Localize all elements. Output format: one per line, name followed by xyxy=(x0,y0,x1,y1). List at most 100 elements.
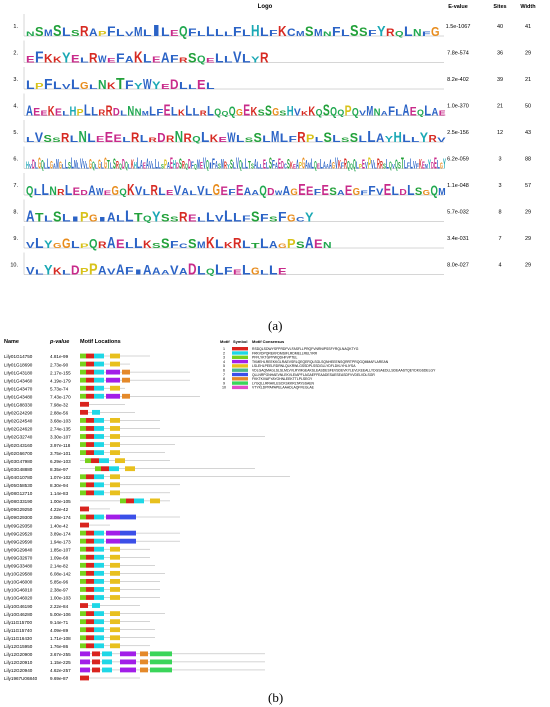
logo-letter: S xyxy=(245,138,253,144)
logo-letter: S xyxy=(44,134,53,145)
logo-letter: L xyxy=(89,85,98,91)
logo-letter: R xyxy=(179,209,188,225)
gene-pvalue: 2.17e-155 xyxy=(50,370,71,375)
motif-number: 1. xyxy=(13,24,18,30)
logo-letter: G xyxy=(290,187,297,197)
logo-letter: L xyxy=(188,85,197,91)
logo-letter: L xyxy=(189,191,197,197)
legend-symbol xyxy=(232,364,248,368)
logo-letter: T xyxy=(248,160,251,172)
logo-letter: A xyxy=(244,186,251,198)
logo-letter: G xyxy=(213,182,220,199)
logo-letter: L xyxy=(374,162,377,171)
logo-letter: A xyxy=(89,27,98,39)
logo-letter: G xyxy=(80,81,89,92)
logo-letter: H xyxy=(26,161,29,172)
gene-name: Lily11G15740 xyxy=(4,628,32,633)
gene-name: Lily04G10780 xyxy=(4,475,33,480)
motif-2-block xyxy=(134,498,144,504)
logo-letter: V xyxy=(62,84,71,91)
motif-evalue: 3.4e-031 xyxy=(447,236,469,242)
motif-1-block xyxy=(86,426,94,431)
motif-5-block xyxy=(115,458,125,464)
motif-sites: 7 xyxy=(498,236,501,242)
logo-letter: A xyxy=(305,235,314,252)
logo-letter: Q xyxy=(330,105,337,119)
gene-name: Lily10G46020 xyxy=(4,596,33,601)
logo-letter: R xyxy=(57,188,65,197)
legend-consensus: TKMEHLREEKKGLRAEVSRLQEQERQLSGLSQNHEEENSQ… xyxy=(252,360,389,364)
motif-1-block xyxy=(80,409,88,415)
gene-name: Lily09G29350 xyxy=(4,523,33,528)
logo-letter: F xyxy=(242,215,251,224)
width-header: Width xyxy=(520,4,536,10)
logo-letter: L xyxy=(402,133,411,145)
motif-logo-row: 10. V L Y K L D P P A V A F I A A A V A D L Q L F E L G L L E8.0e-027… xyxy=(10,252,531,279)
motif-3-block xyxy=(80,393,86,399)
gene-pvalue: 9.14e-71 xyxy=(50,620,69,625)
logo-letter: E xyxy=(197,77,206,92)
logo-letter: Y xyxy=(134,82,144,91)
logo-letter: L xyxy=(206,23,215,39)
logo-letter: F xyxy=(368,29,377,38)
logo-letter: G xyxy=(272,107,279,119)
logo-letter: F xyxy=(332,24,341,39)
logo-letter: E xyxy=(243,103,250,120)
motif-3-block xyxy=(80,474,86,480)
logo-letter: F xyxy=(156,108,164,118)
motif-8-block xyxy=(140,651,148,657)
gene-pvalue: 4.81e-99 xyxy=(50,354,69,359)
logo-letter: F xyxy=(191,161,194,172)
logo-letter: Q xyxy=(206,158,209,172)
motif-5-block xyxy=(110,490,120,496)
gene-row: Lily08G33190 1.00e-105 xyxy=(4,498,170,504)
logo-letter: L xyxy=(197,31,207,38)
gene-pvalue: 7.98e-32 xyxy=(50,403,69,408)
logo-letter: A xyxy=(116,262,125,279)
logo-letter: L xyxy=(367,129,375,146)
gene-pvalue: 1.40e-42 xyxy=(50,523,69,528)
logo-letter: E xyxy=(306,184,313,198)
motif-3-block xyxy=(80,538,86,544)
motif-1-block xyxy=(91,458,99,464)
gene-pvalue: 3.89e-174 xyxy=(50,531,71,536)
logo-letter: L xyxy=(44,162,47,171)
logo-letter: V xyxy=(203,156,206,173)
logo-letter: L xyxy=(215,237,224,251)
logo-letter: Q xyxy=(353,156,356,172)
logo-letter: E xyxy=(33,107,40,119)
logo-letter: D xyxy=(281,160,284,172)
logo-letter: E xyxy=(206,59,215,65)
logo-letter: Q xyxy=(389,161,392,172)
logo-letter: S xyxy=(68,161,71,171)
legend-consensus: LYGQLLRRAKLESCKSKKRLTAYSSAEN xyxy=(252,381,314,385)
motif-3-block xyxy=(80,562,86,568)
legend-consensus: VDLGAQMAGLSLSLMLVVLRYMGEAKSLEASDESFEVSDE… xyxy=(252,369,436,373)
motif-evalue: 1.5e-1067 xyxy=(446,24,471,30)
logo-letter: V xyxy=(170,263,179,278)
gene-row: Lily04G10780 1.07e-102 xyxy=(4,474,290,480)
logo-letter: A xyxy=(296,157,299,172)
logo-letter: L xyxy=(206,210,215,225)
logo-letter: A xyxy=(140,158,143,172)
motif-1-block xyxy=(80,401,89,407)
legend-consensus: LSLEHLPEELRDRNLQLKRWLGSSDPLSSDGLLYDFLDKL… xyxy=(252,364,356,368)
logo-letter: L xyxy=(407,182,414,199)
legend-motif-number: 2 xyxy=(223,351,225,355)
motif-3-block xyxy=(80,530,86,536)
logo-letter: C xyxy=(287,27,296,39)
logo-letter: P xyxy=(80,267,89,277)
logo-letter: G xyxy=(38,156,41,173)
logo-letter: Q xyxy=(192,135,200,144)
logo-letter: Q xyxy=(89,236,98,251)
logo-letter: S xyxy=(383,164,386,171)
logo-letter: S xyxy=(254,130,263,145)
logo-letter: F xyxy=(269,29,278,38)
motif-3-block xyxy=(80,450,86,455)
legend-symbol xyxy=(232,385,248,390)
logo-letter: A xyxy=(337,190,344,197)
logo-letter: K xyxy=(210,133,218,145)
logo-letter: W xyxy=(227,129,236,145)
logo-letter: L xyxy=(125,241,134,250)
motif-2-block xyxy=(94,369,104,375)
